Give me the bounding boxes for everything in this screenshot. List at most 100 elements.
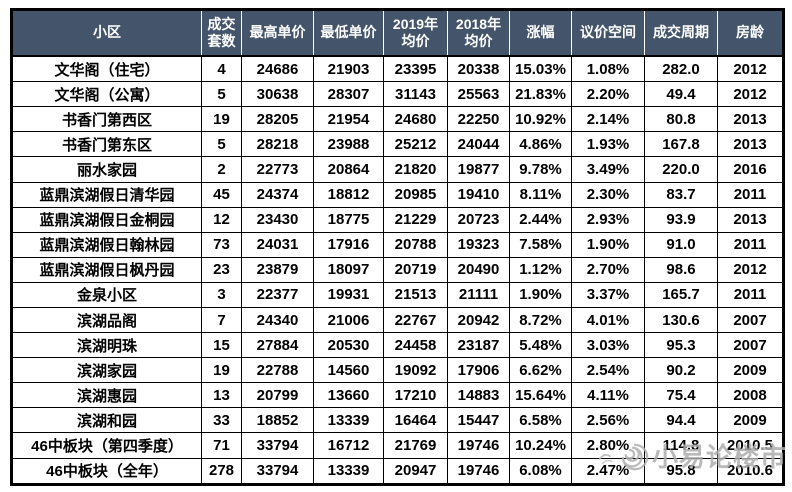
price-table: 小区 成交 套数 最高单价 最低单价 2019年 均价 2018年 均价 涨幅 议价空间 成交周… xyxy=(10,8,785,486)
table-cell-col-building-age: 2012 xyxy=(717,81,784,108)
table-row: 滨湖品阁 7 24340 21006 22767 20942 8.72% 4.01% 130.6… xyxy=(11,307,784,334)
table-cell-col-max-price: 28205 xyxy=(241,106,314,133)
table-cell-col-change: 7.58% xyxy=(509,231,572,258)
table-cell-col-2018-avg: 17906 xyxy=(447,357,510,384)
table-cell-col-community: 滨湖家园 xyxy=(11,357,202,384)
table-cell-col-2018-avg: 14883 xyxy=(447,382,510,409)
table-cell-col-max-price: 22377 xyxy=(241,281,314,309)
table-cell-col-max-price: 23879 xyxy=(241,256,314,283)
table-cell-col-max-price: 24340 xyxy=(241,307,314,334)
table-cell-col-min-price: 21954 xyxy=(313,106,384,133)
table-cell-col-deal-cycle: 94.4 xyxy=(644,407,718,434)
table-cell-col-deal-count: 23 xyxy=(201,256,242,283)
column-header-col-min-price: 最低单价 xyxy=(313,9,384,57)
table-row: 书香门第东区 5 28218 23988 25212 24044 4.86% 1.93% 167… xyxy=(11,131,784,158)
table-cell-col-2018-avg: 19746 xyxy=(447,432,510,459)
table-cell-col-deal-count: 45 xyxy=(201,181,242,208)
table-cell-col-max-price: 30638 xyxy=(241,81,314,108)
table-cell-col-building-age: 2016 xyxy=(717,156,784,183)
table-cell-col-2018-avg: 24044 xyxy=(447,131,510,158)
table-cell-col-2018-avg: 20723 xyxy=(447,206,510,233)
table-cell-col-community: 金泉小区 xyxy=(11,281,202,309)
table-cell-col-deal-count: 7 xyxy=(201,307,242,334)
table-row: 书香门第西区 19 28205 21954 24680 22250 10.92% 2.14% 8… xyxy=(11,106,784,133)
table-cell-col-building-age: 2011 xyxy=(717,231,784,258)
table-cell-col-min-price: 20530 xyxy=(313,332,384,359)
table-cell-col-change: 2.44% xyxy=(509,206,572,233)
table-cell-col-deal-count: 19 xyxy=(201,357,242,384)
table-cell-col-min-price: 17916 xyxy=(313,231,384,258)
table-cell-col-deal-cycle: 98.6 xyxy=(644,256,718,283)
table-row: 蓝鼎滨湖假日金桐园 12 23430 18775 21229 20723 2.44% 2.93… xyxy=(11,206,784,233)
table-cell-col-building-age: 2012 xyxy=(717,256,784,283)
table-cell-col-building-age: 2009 xyxy=(717,407,784,434)
table-cell-col-2019-avg: 31143 xyxy=(383,81,448,108)
table-cell-col-community: 46中板块（第四季度） xyxy=(11,432,202,459)
table-cell-col-2019-avg: 22767 xyxy=(383,307,448,334)
table-cell-col-community: 滨湖品阁 xyxy=(11,307,202,334)
table-cell-col-2019-avg: 16464 xyxy=(383,407,448,434)
table-cell-col-change: 21.83% xyxy=(509,81,572,108)
table-cell-col-min-price: 21006 xyxy=(313,307,384,334)
table-cell-col-community: 文华阁（公寓） xyxy=(11,81,202,108)
column-header-col-deal-count: 成交 套数 xyxy=(201,9,242,57)
table-cell-col-2018-avg: 19877 xyxy=(447,156,510,183)
table-cell-col-change: 1.12% xyxy=(509,256,572,283)
table-cell-col-2019-avg: 24680 xyxy=(383,106,448,133)
table-cell-col-deal-count: 12 xyxy=(201,206,242,233)
table-cell-col-max-price: 20799 xyxy=(241,382,314,409)
table-cell-col-2019-avg: 17210 xyxy=(383,382,448,409)
table-cell-col-community: 蓝鼎滨湖假日枫丹园 xyxy=(11,256,202,283)
table-cell-col-deal-cycle: 95.8 xyxy=(644,457,718,486)
table-cell-col-2019-avg: 20985 xyxy=(383,181,448,208)
table-cell-col-negotiation-margin: 2.30% xyxy=(571,181,645,208)
table-cell-col-min-price: 19931 xyxy=(313,281,384,309)
table-row: 文华阁（住宅） 4 24686 21903 23395 20338 15.03% 1.08% 2… xyxy=(11,55,784,83)
table-cell-col-building-age: 2013 xyxy=(717,131,784,158)
table-cell-col-deal-count: 19 xyxy=(201,106,242,133)
table-row: 滨湖家园 19 22788 14560 19092 17906 6.62% 2.54% 90.2… xyxy=(11,357,784,384)
table-row: 文华阁（公寓） 5 30638 28307 31143 25563 21.83% 2.20% 4… xyxy=(11,81,784,108)
table-row: 蓝鼎滨湖假日枫丹园 23 23879 18097 20719 20490 1.12% 2.70… xyxy=(11,256,784,283)
table-cell-col-2019-avg: 21769 xyxy=(383,432,448,459)
column-header-col-building-age: 房龄 xyxy=(717,9,784,57)
table-row: 丽水家园 2 22773 20864 21820 19877 9.78% 3.49% 220.0… xyxy=(11,156,784,183)
table-cell-col-max-price: 24374 xyxy=(241,181,314,208)
table-cell-col-min-price: 13339 xyxy=(313,457,384,486)
table-cell-col-2019-avg: 20788 xyxy=(383,231,448,258)
table-cell-col-change: 5.48% xyxy=(509,332,572,359)
table-cell-col-deal-cycle: 93.9 xyxy=(644,206,718,233)
table-cell-col-change: 1.90% xyxy=(509,281,572,309)
table-cell-col-deal-cycle: 114.8 xyxy=(644,432,718,459)
table-cell-col-2019-avg: 19092 xyxy=(383,357,448,384)
table-cell-col-deal-count: 33 xyxy=(201,407,242,434)
table-cell-col-min-price: 14560 xyxy=(313,357,384,384)
table-cell-col-deal-count: 71 xyxy=(201,432,242,459)
table-cell-col-max-price: 23430 xyxy=(241,206,314,233)
table-cell-col-deal-count: 5 xyxy=(201,131,242,158)
table-cell-col-deal-cycle: 91.0 xyxy=(644,231,718,258)
table-cell-col-change: 8.11% xyxy=(509,181,572,208)
table-cell-col-deal-cycle: 49.4 xyxy=(644,81,718,108)
table-cell-col-2018-avg: 20490 xyxy=(447,256,510,283)
table-cell-col-max-price: 33794 xyxy=(241,432,314,459)
table-cell-col-2019-avg: 20947 xyxy=(383,457,448,486)
table-cell-col-negotiation-margin: 2.56% xyxy=(571,407,645,434)
table-cell-col-negotiation-margin: 2.14% xyxy=(571,106,645,133)
table-cell-col-negotiation-margin: 2.20% xyxy=(571,81,645,108)
table-cell-col-2019-avg: 21229 xyxy=(383,206,448,233)
table-cell-col-deal-cycle: 83.7 xyxy=(644,181,718,208)
table-cell-col-deal-cycle: 80.8 xyxy=(644,106,718,133)
table-row: 金泉小区 3 22377 19931 21513 21111 1.90% 3.37% 165.7… xyxy=(11,281,784,309)
table-cell-col-community: 滨湖惠园 xyxy=(11,382,202,409)
table-cell-col-deal-cycle: 75.4 xyxy=(644,382,718,409)
table-cell-col-change: 4.86% xyxy=(509,131,572,158)
table-cell-col-negotiation-margin: 2.47% xyxy=(571,457,645,486)
column-header-col-deal-cycle: 成交周期 xyxy=(644,9,718,57)
table-cell-col-deal-cycle: 167.8 xyxy=(644,131,718,158)
table-cell-col-change: 10.92% xyxy=(509,106,572,133)
table-cell-col-2018-avg: 20942 xyxy=(447,307,510,334)
table-cell-col-min-price: 13339 xyxy=(313,407,384,434)
table-cell-col-min-price: 18097 xyxy=(313,256,384,283)
table-cell-col-community: 蓝鼎滨湖假日金桐园 xyxy=(11,206,202,233)
